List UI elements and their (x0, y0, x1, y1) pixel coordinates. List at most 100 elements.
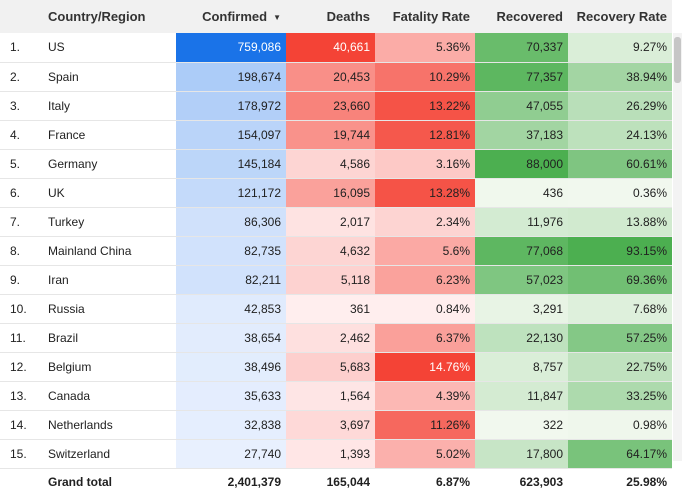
row-index: 1. (0, 33, 40, 63)
confirmed-cell: 38,496 (176, 352, 286, 382)
row-index: 11. (0, 323, 40, 353)
table-row: 8. Mainland China 82,735 4,632 5.6% 77,068 93.… (0, 236, 672, 266)
deaths-header[interactable]: Deaths (286, 0, 375, 33)
row-index: 4. (0, 120, 40, 150)
country-cell: US (40, 33, 176, 63)
recovery-rate-cell: 0.36% (568, 178, 672, 208)
recovery-rate-cell: 13.88% (568, 207, 672, 237)
recovered-cell: 436 (475, 178, 568, 208)
table-row: 5. Germany 145,184 4,586 3.16% 88,000 60.61% (0, 149, 672, 179)
recovered-cell: 11,976 (475, 207, 568, 237)
deaths-cell: 361 (286, 294, 375, 324)
table-row: 15. Switzerland 27,740 1,393 5.02% 17,800 64.1… (0, 439, 672, 469)
row-index: 12. (0, 352, 40, 382)
recovered-cell: 77,357 (475, 62, 568, 92)
row-index: 5. (0, 149, 40, 179)
country-cell: Netherlands (40, 410, 176, 440)
fatality-rate-cell: 11.26% (375, 410, 475, 440)
deaths-cell: 1,393 (286, 439, 375, 469)
recovered-cell: 47,055 (475, 91, 568, 121)
table-row: 6. UK 121,172 16,095 13.28% 436 0.36% (0, 178, 672, 208)
fatality-rate-cell: 13.22% (375, 91, 475, 121)
confirmed-cell: 42,853 (176, 294, 286, 324)
deaths-cell: 5,118 (286, 265, 375, 295)
vertical-scrollbar[interactable] (673, 33, 682, 461)
recovered-cell: 22,130 (475, 323, 568, 353)
fatality-rate-cell: 13.28% (375, 178, 475, 208)
table-row: 11. Brazil 38,654 2,462 6.37% 22,130 57.25% (0, 323, 672, 353)
deaths-cell: 40,661 (286, 33, 375, 63)
recovery-rate-cell: 9.27% (568, 33, 672, 63)
deaths-cell: 3,697 (286, 410, 375, 440)
fatality-rate-cell: 5.36% (375, 33, 475, 63)
recovered-cell: 57,023 (475, 265, 568, 295)
country-cell: Turkey (40, 207, 176, 237)
row-index: 13. (0, 381, 40, 411)
recovered-cell: 17,800 (475, 439, 568, 469)
deaths-cell: 5,683 (286, 352, 375, 382)
fatality-rate-cell: 3.16% (375, 149, 475, 179)
recovery-rate-header[interactable]: Recovery Rate (568, 0, 672, 33)
country-cell: Mainland China (40, 236, 176, 266)
fatality-rate-header[interactable]: Fatality Rate (375, 0, 475, 33)
country-cell: Russia (40, 294, 176, 324)
confirmed-cell: 154,097 (176, 120, 286, 150)
country-header[interactable]: Country/Region (40, 0, 176, 33)
recovered-header[interactable]: Recovered (475, 0, 568, 33)
confirmed-header-label: Confirmed (202, 9, 268, 24)
recovery-rate-cell: 0.98% (568, 410, 672, 440)
fatality-rate-cell: 14.76% (375, 352, 475, 382)
table-body: 1. US 759,086 40,661 5.36% 70,337 9.27% 2. Spain… (0, 33, 672, 469)
deaths-cell: 1,564 (286, 381, 375, 411)
confirmed-cell: 38,654 (176, 323, 286, 353)
row-index: 6. (0, 178, 40, 208)
country-cell: Canada (40, 381, 176, 411)
sort-down-icon: ▼ (273, 13, 281, 23)
confirmed-cell: 178,972 (176, 91, 286, 121)
recovery-rate-cell: 93.15% (568, 236, 672, 266)
country-cell: UK (40, 178, 176, 208)
fatality-rate-cell: 4.39% (375, 381, 475, 411)
row-index: 7. (0, 207, 40, 237)
deaths-cell: 23,660 (286, 91, 375, 121)
fatality-rate-cell: 5.6% (375, 236, 475, 266)
recovered-cell: 322 (475, 410, 568, 440)
grand-total-confirmed: 2,401,379 (227, 474, 281, 489)
table-row: 3. Italy 178,972 23,660 13.22% 47,055 26.29% (0, 91, 672, 121)
recovery-rate-cell: 60.61% (568, 149, 672, 179)
fatality-rate-cell: 10.29% (375, 62, 475, 92)
recovered-cell: 77,068 (475, 236, 568, 266)
fatality-rate-cell: 6.37% (375, 323, 475, 353)
recovery-rate-cell: 24.13% (568, 120, 672, 150)
fatality-rate-cell: 2.34% (375, 207, 475, 237)
deaths-cell: 2,462 (286, 323, 375, 353)
grand-total-deaths: 165,044 (326, 474, 370, 489)
row-index: 2. (0, 62, 40, 92)
recovery-rate-cell: 64.17% (568, 439, 672, 469)
recovered-cell: 11,847 (475, 381, 568, 411)
deaths-cell: 4,586 (286, 149, 375, 179)
country-cell: Iran (40, 265, 176, 295)
table-row: 1. US 759,086 40,661 5.36% 70,337 9.27% (0, 33, 672, 63)
country-cell: Belgium (40, 352, 176, 382)
confirmed-cell: 82,211 (176, 265, 286, 295)
confirmed-cell: 82,735 (176, 236, 286, 266)
table-row: 14. Netherlands 32,838 3,697 11.26% 322 0.98% (0, 410, 672, 440)
confirmed-header[interactable]: Confirmed ▼ (176, 0, 286, 33)
country-cell: Spain (40, 62, 176, 92)
scrollbar-thumb[interactable] (674, 37, 681, 83)
confirmed-cell: 121,172 (176, 178, 286, 208)
fatality-rate-cell: 5.02% (375, 439, 475, 469)
table-row: 2. Spain 198,674 20,453 10.29% 77,357 38.94% (0, 62, 672, 92)
recovered-cell: 3,291 (475, 294, 568, 324)
recovery-rate-cell: 38.94% (568, 62, 672, 92)
fatality-rate-cell: 0.84% (375, 294, 475, 324)
confirmed-cell: 35,633 (176, 381, 286, 411)
recovery-rate-cell: 26.29% (568, 91, 672, 121)
recovered-cell: 70,337 (475, 33, 568, 63)
fatality-rate-cell: 12.81% (375, 120, 475, 150)
confirmed-cell: 145,184 (176, 149, 286, 179)
table-row: 13. Canada 35,633 1,564 4.39% 11,847 33.25% (0, 381, 672, 411)
